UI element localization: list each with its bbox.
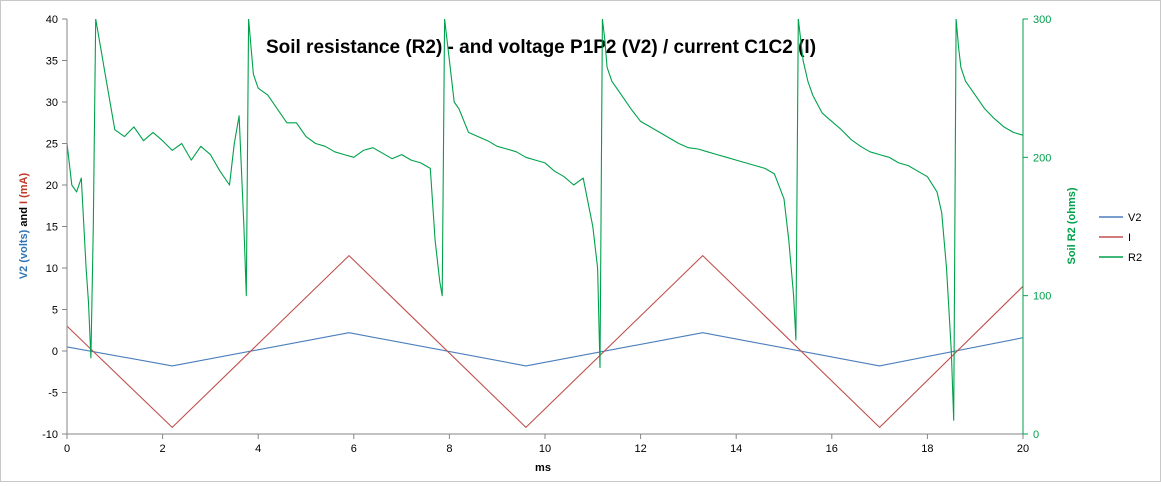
y-right-tick-label: 200 — [1033, 152, 1051, 164]
y-axis-left-label: V2 (volts) and I (mA) — [18, 172, 30, 279]
legend-label-i: I — [1128, 232, 1131, 244]
y-left-tick-label: -10 — [42, 429, 58, 441]
y-left-tick-label: 30 — [46, 97, 58, 109]
x-tick-label: 14 — [730, 443, 742, 455]
legend-label-v2: V2 — [1128, 212, 1141, 224]
y-axis-right-label: Soil R2 (ohms) — [1066, 187, 1078, 264]
x-tick-label: 8 — [446, 443, 452, 455]
legend: V2 I R2 — [1099, 212, 1142, 264]
series-line-i — [67, 255, 1023, 428]
y-left-tick-label: 40 — [46, 14, 58, 26]
x-tick-label: 12 — [634, 443, 646, 455]
x-tick-label: 20 — [1017, 443, 1029, 455]
y-axis-left-label-part: V2 (volts) — [18, 229, 30, 279]
plot-area — [67, 19, 1023, 428]
x-tick-label: 0 — [64, 443, 70, 455]
x-tick-label: 6 — [351, 443, 357, 455]
x-axis-label: ms — [535, 462, 551, 474]
y-left-tick-label: 25 — [46, 139, 58, 151]
y-right-tick-label: 100 — [1033, 291, 1051, 303]
y-left-tick-label: 35 — [46, 56, 58, 68]
axes: 0 2 4 6 8 10 12 14 16 18 20 -10 -5 0 5 10 15 20 25 30 35 40 0 1… — [42, 14, 1051, 455]
y-left-tick-label: 10 — [46, 263, 58, 275]
chart-title: Soil resistance (R2) - and voltage P1P2 … — [266, 37, 816, 58]
legend-label-r2: R2 — [1128, 252, 1142, 264]
series-line-v2 — [67, 332, 1023, 367]
y-left-tick-label: 0 — [52, 346, 58, 358]
y-left-tick-label: 20 — [46, 180, 58, 192]
series-line-r2 — [67, 19, 1023, 421]
x-tick-label: 4 — [255, 443, 261, 455]
x-tick-label: 16 — [826, 443, 838, 455]
y-right-tick-label: 0 — [1033, 429, 1039, 441]
x-tick-label: 2 — [160, 443, 166, 455]
y-left-tick-label: -5 — [48, 388, 58, 400]
y-left-tick-label: 5 — [52, 305, 58, 317]
x-tick-label: 18 — [921, 443, 933, 455]
y-axis-left-label-part: I (mA) — [18, 172, 30, 204]
y-right-tick-label: 300 — [1033, 14, 1051, 26]
y-axis-left-label-part: and — [18, 204, 30, 230]
y-left-tick-label: 15 — [46, 222, 58, 234]
x-tick-label: 10 — [539, 443, 551, 455]
